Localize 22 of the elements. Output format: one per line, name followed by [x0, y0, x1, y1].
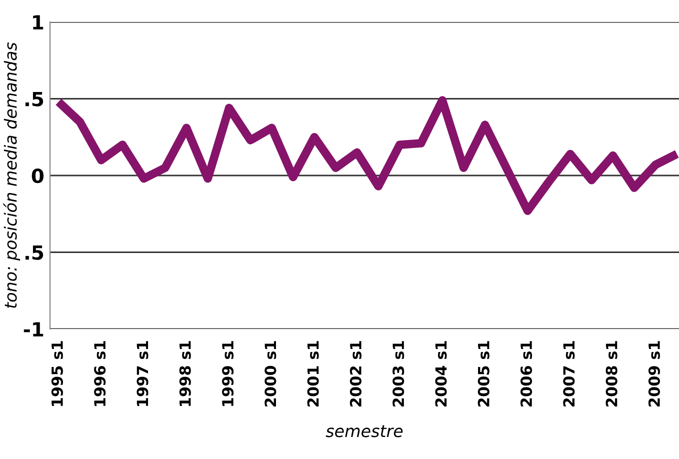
y-axis-title: tono: posición media demandas: [3, 42, 20, 308]
y-tick-label: .5: [26, 245, 44, 260]
x-tick-label: 1997 s1: [136, 341, 148, 406]
x-tick-label: 2001 s1: [307, 341, 319, 406]
x-tick-label: 1999 s1: [222, 341, 234, 406]
x-tick-label: 2006 s1: [520, 341, 532, 406]
y-tick-label: .5: [26, 92, 44, 106]
y-tick-label: 1: [33, 15, 44, 30]
x-tick-label: 2008 s1: [606, 341, 618, 406]
x-tick-label: 2003 s1: [392, 341, 404, 406]
x-tick-label: 2005 s1: [478, 341, 490, 406]
y-tick-label: 0: [32, 168, 44, 184]
x-axis-title: semestre: [326, 425, 403, 438]
x-tick-label: 2004 s1: [435, 341, 447, 406]
x-tick-label: 2009 s1: [648, 341, 660, 406]
y-tick-label: -1: [24, 322, 44, 336]
x-tick-label: 1995 s1: [51, 341, 63, 406]
x-tick-label: 2007 s1: [563, 341, 575, 406]
x-tick-label: 1996 s1: [94, 341, 106, 406]
x-tick-label: 2000 s1: [264, 341, 276, 406]
x-tick-label: 1998 s1: [179, 341, 191, 406]
x-tick-label: 2002 s1: [350, 341, 362, 406]
